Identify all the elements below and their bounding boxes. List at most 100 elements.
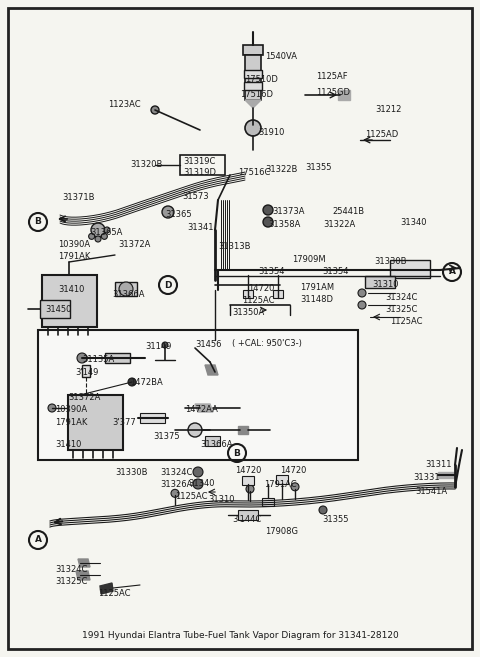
Text: 31372A: 31372A xyxy=(68,393,100,402)
Text: 14720: 14720 xyxy=(235,466,262,475)
Text: 10390A: 10390A xyxy=(58,240,90,249)
Text: 31326A: 31326A xyxy=(160,480,192,489)
Text: 31375: 31375 xyxy=(153,432,180,441)
Circle shape xyxy=(48,404,56,412)
Text: 31340: 31340 xyxy=(188,479,215,488)
Text: A: A xyxy=(35,535,41,545)
Text: 31371B: 31371B xyxy=(62,193,95,202)
Text: 31212: 31212 xyxy=(375,105,401,114)
Text: 31320B: 31320B xyxy=(130,160,162,169)
Circle shape xyxy=(188,423,202,437)
Text: 31319C: 31319C xyxy=(183,157,216,166)
Text: 1125AD: 1125AD xyxy=(365,130,398,139)
Bar xyxy=(82,365,90,377)
Text: 17516C: 17516C xyxy=(238,168,270,177)
Text: 1791AK: 1791AK xyxy=(55,418,87,427)
Bar xyxy=(140,413,165,423)
Text: 31373A: 31373A xyxy=(272,207,304,216)
Circle shape xyxy=(291,483,299,491)
Text: 31325C: 31325C xyxy=(55,577,87,586)
Circle shape xyxy=(246,485,254,493)
Text: 14720: 14720 xyxy=(280,466,306,475)
Text: 1125AF: 1125AF xyxy=(316,72,348,81)
Text: 31355: 31355 xyxy=(305,163,332,172)
Text: 1123AC: 1123AC xyxy=(108,100,141,109)
Polygon shape xyxy=(238,426,248,434)
Circle shape xyxy=(263,205,273,215)
Circle shape xyxy=(91,223,105,237)
Polygon shape xyxy=(205,365,218,375)
Text: 3'149: 3'149 xyxy=(75,368,98,377)
Text: 31350A: 31350A xyxy=(232,308,264,317)
Bar xyxy=(238,510,258,520)
Bar xyxy=(242,476,254,485)
Circle shape xyxy=(193,479,203,489)
Text: ( +CAL: 950'C3-): ( +CAL: 950'C3-) xyxy=(232,339,302,348)
Text: 17510D: 17510D xyxy=(245,75,278,84)
Text: 1125GD: 1125GD xyxy=(316,88,350,97)
Bar xyxy=(273,290,283,298)
Bar xyxy=(276,475,288,484)
Circle shape xyxy=(77,353,87,363)
Text: 31148D: 31148D xyxy=(300,295,333,304)
Bar xyxy=(42,275,97,327)
Bar xyxy=(244,70,262,78)
Bar xyxy=(180,155,225,175)
Text: 31322A: 31322A xyxy=(323,220,355,229)
Circle shape xyxy=(319,506,327,514)
Text: 31573: 31573 xyxy=(182,192,209,201)
Bar xyxy=(244,82,262,90)
Text: 31324C: 31324C xyxy=(160,468,192,477)
Text: 1125AC: 1125AC xyxy=(242,296,275,305)
Text: 31410: 31410 xyxy=(58,285,84,294)
Circle shape xyxy=(101,233,108,239)
Text: 1125AC: 1125AC xyxy=(175,492,207,501)
Bar xyxy=(115,282,137,296)
Text: 10390A: 10390A xyxy=(55,405,87,414)
Text: 31135A: 31135A xyxy=(82,355,114,364)
Text: 31541A: 31541A xyxy=(415,487,447,496)
Text: 31354: 31354 xyxy=(258,267,285,276)
Text: D: D xyxy=(164,281,172,290)
Circle shape xyxy=(162,342,168,348)
Circle shape xyxy=(358,289,366,297)
Text: 31325C: 31325C xyxy=(385,305,418,314)
Bar xyxy=(365,276,395,288)
Text: B: B xyxy=(234,449,240,457)
Bar xyxy=(205,436,220,446)
Circle shape xyxy=(358,301,366,309)
Polygon shape xyxy=(195,404,213,412)
Text: A: A xyxy=(448,267,456,277)
Circle shape xyxy=(162,206,174,218)
Circle shape xyxy=(95,236,101,242)
Text: 31355: 31355 xyxy=(322,515,348,524)
Bar xyxy=(105,353,130,363)
Text: 1791AC: 1791AC xyxy=(264,480,297,489)
Polygon shape xyxy=(100,583,113,594)
Circle shape xyxy=(263,217,273,227)
Text: 25441B: 25441B xyxy=(332,207,364,216)
Text: 31450: 31450 xyxy=(45,305,72,314)
Circle shape xyxy=(193,467,203,477)
Text: 3'377: 3'377 xyxy=(112,418,136,427)
Circle shape xyxy=(89,233,95,239)
Text: 31456: 31456 xyxy=(195,340,221,349)
Text: 31341: 31341 xyxy=(187,223,214,232)
Text: 17516D: 17516D xyxy=(240,90,273,99)
Bar xyxy=(243,45,263,55)
Text: 1472BA: 1472BA xyxy=(130,378,163,387)
Bar xyxy=(40,300,70,318)
Text: 1540VA: 1540VA xyxy=(265,52,297,61)
Text: 17908G: 17908G xyxy=(265,527,298,536)
Bar xyxy=(38,330,358,460)
Polygon shape xyxy=(78,559,90,567)
Text: 31330B: 31330B xyxy=(115,468,147,477)
Text: 31330B: 31330B xyxy=(374,257,407,266)
Polygon shape xyxy=(438,472,455,478)
Bar xyxy=(262,498,274,506)
Text: 31410: 31410 xyxy=(55,440,82,449)
Bar xyxy=(68,395,123,450)
Polygon shape xyxy=(76,571,90,580)
Text: 3'144C: 3'144C xyxy=(232,515,261,524)
Text: 31319D: 31319D xyxy=(183,168,216,177)
